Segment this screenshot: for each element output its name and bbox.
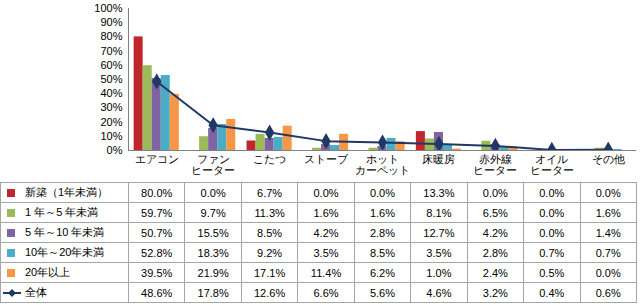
html-text:39.5%: 39.5% (141, 266, 173, 279)
html-text:1.6%: 1.6% (595, 206, 621, 219)
svg-text:90%: 90% (100, 16, 122, 28)
html-text:3.5%: 3.5% (426, 246, 452, 259)
html-text:13.3%: 13.3% (423, 186, 455, 199)
html-text:0.0%: 0.0% (595, 186, 621, 199)
html-text:20年以上: 20年以上 (25, 266, 71, 278)
html-text:1 年～5 年未満: 1 年～5 年未満 (25, 206, 99, 218)
html-text:50.7%: 50.7% (141, 226, 173, 239)
html-text:2.8%: 2.8% (482, 246, 508, 259)
html-text:0.5%: 0.5% (539, 266, 565, 279)
html-text:80.0%: 80.0% (141, 186, 173, 199)
html-text:18.3%: 18.3% (197, 246, 229, 259)
html-text:全体: 全体 (25, 286, 47, 298)
svg-text:20%: 20% (100, 116, 122, 128)
html-text:17.1%: 17.1% (254, 266, 286, 279)
html-text:52.8%: 52.8% (141, 246, 173, 259)
html-text:4.2%: 4.2% (313, 226, 339, 239)
html-text:6.5%: 6.5% (482, 206, 508, 219)
html-text:0.0%: 0.0% (539, 206, 565, 219)
svg-text:その他: その他 (592, 153, 625, 165)
html-text:11.4%: 11.4% (310, 266, 342, 279)
svg-text:こたつ: こたつ (253, 153, 286, 165)
html-text:8.5%: 8.5% (369, 246, 395, 259)
svg-text:床暖房: 床暖房 (422, 153, 455, 165)
html-text:1.0%: 1.0% (426, 266, 452, 279)
html-text:0.0%: 0.0% (539, 226, 565, 239)
html-text:0.0%: 0.0% (539, 186, 565, 199)
html-text:17.8%: 17.8% (197, 286, 229, 299)
svg-text:ファンヒーター: ファンヒーター (191, 153, 235, 176)
svg-text:10%: 10% (100, 130, 122, 142)
html-text:5 年～10 年未満: 5 年～10 年未満 (25, 226, 105, 238)
svg-text:50%: 50% (100, 73, 122, 85)
html-text:6.6%: 6.6% (313, 286, 339, 299)
html-text:2.4%: 2.4% (482, 266, 508, 279)
html-text:0.0%: 0.0% (482, 186, 508, 199)
svg-text:100%: 100% (94, 2, 122, 14)
svg-text:エアコン: エアコン (135, 153, 179, 165)
html-text:15.5%: 15.5% (197, 226, 229, 239)
svg-text:ホットカーペット: ホットカーペット (355, 153, 410, 176)
html-text:48.6%: 48.6% (141, 286, 173, 299)
svg-text:赤外線ヒーター: 赤外線ヒーター (473, 153, 517, 176)
html-text:1.6%: 1.6% (313, 206, 339, 219)
html-text:1.6%: 1.6% (369, 206, 395, 219)
html-text:10年～20年未満: 10年～20年未満 (25, 246, 105, 258)
html-text:9.2%: 9.2% (257, 246, 283, 259)
html-text:6.2%: 6.2% (369, 266, 395, 279)
html-text:11.3%: 11.3% (254, 206, 285, 219)
html-text:9.7%: 9.7% (200, 206, 226, 219)
html-text:新築（1年未満）: 新築（1年未満） (25, 186, 109, 198)
svg-text:60%: 60% (100, 59, 122, 71)
svg-text:80%: 80% (100, 30, 122, 42)
svg-text:40%: 40% (100, 87, 122, 99)
html-text:8.1%: 8.1% (426, 206, 452, 219)
html-text:5.6%: 5.6% (369, 286, 395, 299)
html-text:4.2%: 4.2% (482, 226, 508, 239)
html-text:2.8%: 2.8% (369, 226, 395, 239)
html-text:0.7%: 0.7% (539, 246, 565, 259)
html-text:0.4%: 0.4% (539, 286, 565, 299)
svg-text:0%: 0% (107, 144, 123, 156)
html-text:21.9%: 21.9% (197, 266, 229, 279)
html-text:59.7%: 59.7% (141, 206, 173, 219)
html-text:6.7%: 6.7% (257, 186, 283, 199)
html-text:0.0%: 0.0% (200, 186, 226, 199)
html-text:1.4%: 1.4% (595, 226, 621, 239)
html-text:12.7%: 12.7% (423, 226, 455, 239)
html-text:0.6%: 0.6% (595, 286, 621, 299)
html-text:0.0%: 0.0% (313, 186, 339, 199)
html-text:0.0%: 0.0% (595, 266, 621, 279)
svg-text:オイルヒーター: オイルヒーター (530, 153, 574, 176)
svg-text:30%: 30% (100, 101, 122, 113)
svg-text:ストーブ: ストーブ (304, 153, 349, 165)
html-text:3.2%: 3.2% (482, 286, 508, 299)
html-text:3.5%: 3.5% (313, 246, 339, 259)
html-text:4.6%: 4.6% (426, 286, 452, 299)
html-text:0.7%: 0.7% (595, 246, 621, 259)
svg-text:70%: 70% (100, 45, 122, 57)
html-text:8.5%: 8.5% (257, 226, 283, 239)
html-text:12.6%: 12.6% (254, 286, 286, 299)
html-text:0.0%: 0.0% (369, 186, 395, 199)
